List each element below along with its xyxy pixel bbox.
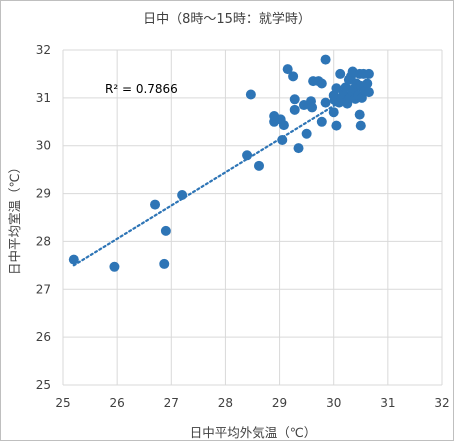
y-tick-labels: 25 26 27 28 29 30 31 32 xyxy=(36,43,51,392)
data-point xyxy=(320,54,331,65)
data-point xyxy=(354,109,365,120)
data-point xyxy=(328,107,339,118)
data-point xyxy=(355,120,366,131)
data-point xyxy=(245,89,256,100)
x-tick-label: 29 xyxy=(272,396,287,410)
y-tick-label: 26 xyxy=(36,330,51,344)
data-point xyxy=(68,254,79,265)
data-point xyxy=(301,128,312,139)
data-point xyxy=(242,150,253,161)
x-axis-label: 日中平均外気温（℃） xyxy=(190,425,317,440)
data-point xyxy=(335,68,346,79)
r-squared-label: R² = 0.7866 xyxy=(105,82,178,96)
data-point xyxy=(331,120,342,131)
data-point xyxy=(150,199,161,210)
y-tick-label: 27 xyxy=(36,282,51,296)
x-tick-label: 25 xyxy=(55,396,70,410)
data-point xyxy=(363,87,374,98)
data-point xyxy=(160,225,171,236)
y-tick-label: 28 xyxy=(36,234,51,248)
chart-title: 日中（8時～15時：就学時） xyxy=(143,12,311,27)
data-point xyxy=(320,97,331,108)
data-point xyxy=(331,83,342,94)
data-point xyxy=(289,94,300,105)
data-point xyxy=(177,190,188,201)
y-axis-label: 日中平均室温（℃） xyxy=(7,161,22,275)
trendline xyxy=(72,84,368,267)
x-tick-label: 31 xyxy=(380,396,395,410)
x-tick-label: 26 xyxy=(110,396,125,410)
y-tick-label: 32 xyxy=(36,43,51,57)
data-point xyxy=(293,143,304,154)
x-tick-label: 28 xyxy=(218,396,233,410)
x-tick-label: 27 xyxy=(164,396,179,410)
data-point xyxy=(316,116,327,127)
data-point xyxy=(109,261,120,272)
data-point xyxy=(277,134,288,145)
data-point xyxy=(307,102,318,113)
data-points xyxy=(68,54,374,272)
y-tick-label: 25 xyxy=(36,378,51,392)
data-point xyxy=(289,104,300,115)
data-point xyxy=(340,82,351,93)
x-tick-label: 30 xyxy=(326,396,341,410)
data-point xyxy=(363,68,374,79)
grid-lines xyxy=(62,49,443,386)
data-point xyxy=(316,78,327,89)
y-tick-label: 31 xyxy=(36,91,51,105)
data-point xyxy=(288,71,299,82)
y-tick-label: 30 xyxy=(36,139,51,153)
trendline-group xyxy=(72,84,368,267)
data-point xyxy=(159,258,170,269)
data-point xyxy=(362,78,373,89)
data-point xyxy=(282,64,293,75)
data-point xyxy=(278,120,289,131)
y-tick-label: 29 xyxy=(36,187,51,201)
x-tick-label: 32 xyxy=(434,396,449,410)
x-tick-labels: 25 26 27 28 29 30 31 32 xyxy=(55,396,449,410)
data-point xyxy=(253,160,264,171)
